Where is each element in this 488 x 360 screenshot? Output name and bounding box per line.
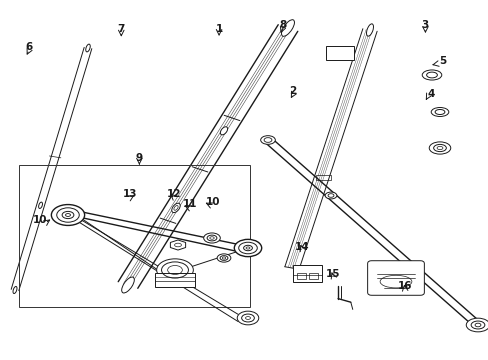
Ellipse shape	[281, 20, 294, 36]
Ellipse shape	[13, 287, 17, 293]
Ellipse shape	[260, 136, 275, 144]
Text: 7: 7	[117, 24, 125, 34]
Text: 11: 11	[182, 199, 197, 210]
Polygon shape	[170, 240, 185, 250]
Bar	[19, 165, 250, 307]
Ellipse shape	[85, 44, 90, 52]
Bar	[293, 265, 321, 282]
Text: 6: 6	[26, 42, 33, 52]
Ellipse shape	[234, 239, 261, 257]
Text: 14: 14	[294, 242, 309, 252]
Text: 10: 10	[33, 215, 47, 225]
Bar	[309, 274, 318, 279]
Ellipse shape	[51, 204, 84, 225]
FancyBboxPatch shape	[367, 261, 424, 295]
Bar	[325, 46, 353, 60]
Ellipse shape	[122, 277, 134, 293]
Text: 13: 13	[122, 189, 137, 199]
Text: 2: 2	[288, 86, 295, 96]
Bar	[297, 274, 305, 279]
Bar	[315, 175, 330, 180]
Ellipse shape	[220, 127, 227, 135]
Ellipse shape	[421, 70, 441, 80]
Text: 5: 5	[438, 56, 445, 66]
Ellipse shape	[325, 192, 336, 199]
Ellipse shape	[366, 24, 373, 36]
Text: 9: 9	[136, 153, 142, 163]
Text: 10: 10	[205, 197, 220, 207]
Text: 15: 15	[325, 269, 340, 279]
Ellipse shape	[217, 254, 230, 262]
Text: 12: 12	[166, 189, 181, 199]
Ellipse shape	[203, 233, 220, 243]
Ellipse shape	[466, 318, 488, 332]
Bar	[155, 273, 194, 287]
Ellipse shape	[171, 203, 180, 213]
Ellipse shape	[156, 259, 193, 281]
Text: 16: 16	[397, 281, 411, 291]
Ellipse shape	[428, 142, 450, 154]
Text: 1: 1	[215, 24, 222, 34]
Text: 4: 4	[427, 89, 434, 99]
Text: 3: 3	[421, 20, 428, 30]
Ellipse shape	[430, 108, 448, 117]
Text: 8: 8	[279, 20, 285, 30]
Ellipse shape	[237, 311, 258, 325]
